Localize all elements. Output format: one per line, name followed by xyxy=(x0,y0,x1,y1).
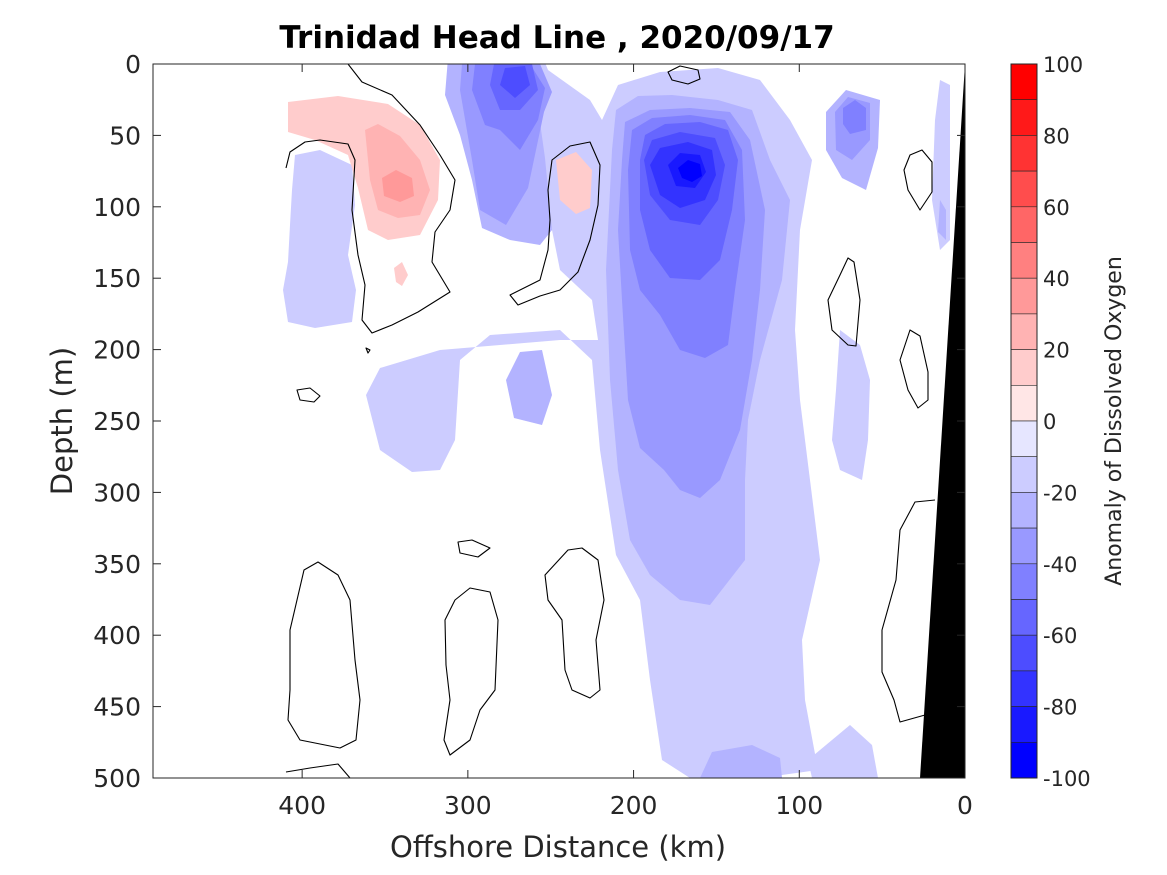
zero-contour-13 xyxy=(881,499,936,723)
colorbar-segment xyxy=(1010,599,1038,636)
y-tick-label: 200 xyxy=(93,336,141,365)
colorbar: 100 80 60 40 20 0 -20 -40 -60 -80 -100 xyxy=(1010,53,1091,791)
contour-fills xyxy=(283,64,950,778)
colorbar-segment xyxy=(1010,456,1038,493)
colorbar-segment xyxy=(1010,170,1038,208)
negative-anomaly-region-2 xyxy=(932,80,950,250)
colorbar-segment xyxy=(1010,384,1038,422)
x-axis-ticks: 400 300 200 100 0 xyxy=(278,64,973,820)
colorbar-segment xyxy=(1010,634,1038,672)
zero-contour-2 xyxy=(667,65,701,85)
colorbar-segment xyxy=(1010,99,1038,136)
zero-contour-lines xyxy=(285,64,936,778)
y-tick-label: 450 xyxy=(93,693,141,722)
zero-contour-6 xyxy=(296,387,321,403)
negative-anomaly-region-12 xyxy=(700,745,782,778)
zero-contour-9 xyxy=(443,587,499,756)
y-axis-label: Depth (m) xyxy=(45,347,79,495)
seafloor-mask xyxy=(920,64,965,778)
colorbar-tick-label: 100 xyxy=(1043,53,1083,77)
negative-anomaly-region-13 xyxy=(938,200,946,240)
positive-anomaly-region-7 xyxy=(394,262,408,286)
colorbar-tick-label: -40 xyxy=(1043,553,1077,577)
y-tick-label: 350 xyxy=(93,550,141,579)
x-axis-label: Offshore Distance (km) xyxy=(390,830,726,864)
zero-contour-0 xyxy=(285,64,456,334)
colorbar-segment xyxy=(1010,349,1038,386)
zero-contour-7 xyxy=(365,347,371,354)
colorbar-tick-label: 0 xyxy=(1043,410,1056,434)
x-tick-label: 400 xyxy=(278,791,326,820)
negative-anomaly-region-28 xyxy=(678,160,702,182)
negative-anomaly-region-10 xyxy=(506,350,552,425)
colorbar-tick-label: -60 xyxy=(1043,624,1077,648)
y-tick-label: 50 xyxy=(109,121,141,150)
colorbar-segment xyxy=(1010,313,1038,350)
zero-contour-1 xyxy=(509,141,601,306)
y-tick-label: 100 xyxy=(93,193,141,222)
colorbar-tick-label: -100 xyxy=(1043,767,1091,791)
negative-anomaly-region-4 xyxy=(808,725,878,778)
colorbar-segment xyxy=(1010,420,1038,458)
y-tick-label: 0 xyxy=(125,50,141,79)
colorbar-segment xyxy=(1010,206,1038,243)
colorbar-segment xyxy=(1010,706,1038,743)
colorbar-label: Anomaly of Dissolved Oxygen xyxy=(1102,256,1127,586)
colorbar-tick-label: 20 xyxy=(1043,339,1070,363)
colorbar-tick-label: -20 xyxy=(1043,481,1077,505)
colorbar-segment xyxy=(1010,563,1038,600)
negative-anomaly-region-1 xyxy=(283,150,356,328)
colorbar-segment xyxy=(1010,492,1038,529)
y-tick-label: 250 xyxy=(93,407,141,436)
y-tick-label: 400 xyxy=(93,621,141,650)
zero-contour-11 xyxy=(287,561,361,749)
zero-contour-4 xyxy=(827,257,861,347)
y-axis-ticks: 0 50 100 150 200 250 300 350 400 450 500 xyxy=(93,50,965,793)
negative-anomaly-region-21 xyxy=(843,100,866,134)
x-tick-label: 100 xyxy=(775,791,823,820)
colorbar-segment xyxy=(1010,135,1038,172)
colorbar-tick-label: 40 xyxy=(1043,267,1070,291)
zero-contour-12 xyxy=(285,763,351,778)
x-tick-label: 0 xyxy=(957,791,973,820)
colorbar-tick-label: 80 xyxy=(1043,124,1070,148)
negative-anomaly-region-24 xyxy=(500,66,530,98)
y-tick-label: 300 xyxy=(93,478,141,507)
y-tick-label: 150 xyxy=(93,264,141,293)
colorbar-segment xyxy=(1010,741,1038,779)
y-tick-label: 500 xyxy=(93,764,141,793)
colorbar-segment xyxy=(1010,63,1038,101)
colorbar-tick-label: 60 xyxy=(1043,196,1070,220)
colorbar-segment xyxy=(1010,277,1038,315)
x-tick-label: 300 xyxy=(444,791,492,820)
chart-title: Trinidad Head Line , 2020/09/17 xyxy=(279,20,834,56)
zero-contour-3 xyxy=(903,149,933,211)
colorbar-tick-label: -80 xyxy=(1043,696,1077,720)
zero-contour-5 xyxy=(899,329,929,409)
negative-anomaly-region-3 xyxy=(832,330,870,480)
colorbar-frame xyxy=(1010,63,1038,779)
zero-contour-10 xyxy=(544,547,605,699)
positive-anomaly-region-18 xyxy=(382,170,414,202)
positive-anomaly-region-6 xyxy=(556,152,592,214)
zero-contour-8 xyxy=(457,539,491,558)
colorbar-segment xyxy=(1010,527,1038,565)
x-tick-label: 200 xyxy=(610,791,658,820)
colorbar-segment xyxy=(1010,242,1038,279)
land-mask xyxy=(920,64,965,778)
colorbar-segment xyxy=(1010,670,1038,707)
